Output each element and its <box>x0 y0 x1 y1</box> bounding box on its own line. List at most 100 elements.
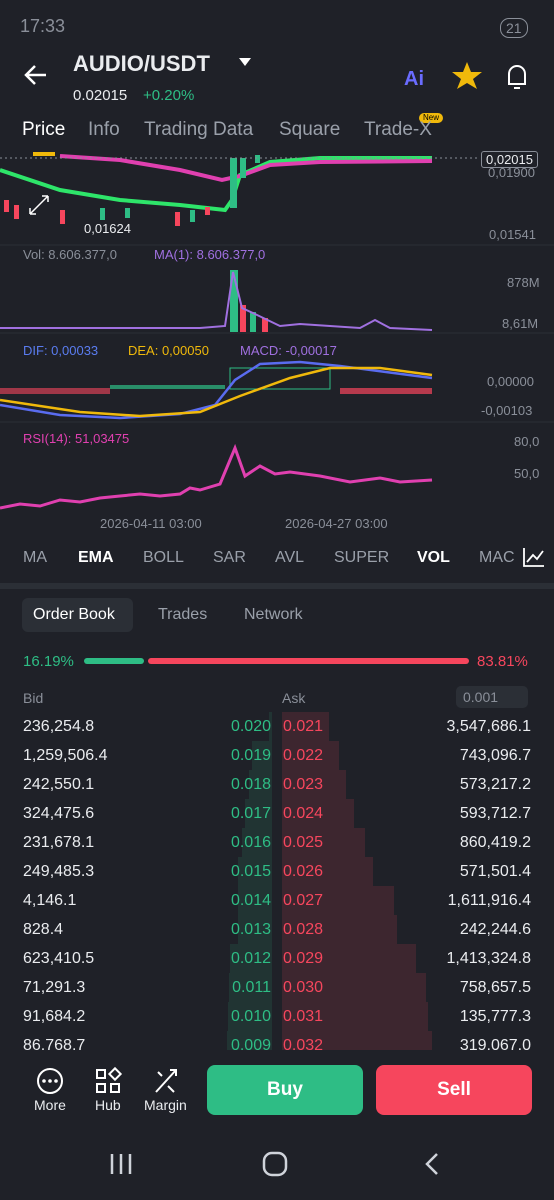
bid-price[interactable]: 0.014 <box>230 892 271 909</box>
more-label[interactable]: More <box>34 1097 66 1113</box>
tab[interactable]: Square <box>279 119 341 140</box>
chart-settings-icon[interactable] <box>523 548 544 567</box>
ask-amount[interactable]: 573,217.2 <box>459 776 531 793</box>
indicator-tab[interactable]: BOLL <box>143 549 184 566</box>
nav-back[interactable] <box>425 1153 438 1175</box>
ask-price[interactable]: 0.029 <box>283 950 324 967</box>
back-arrow[interactable] <box>24 65 46 85</box>
bid-depth <box>244 799 272 828</box>
margin-label[interactable]: Margin <box>144 1097 187 1113</box>
ask-price[interactable]: 0.023 <box>283 776 324 793</box>
bid-price[interactable]: 0.009 <box>230 1037 271 1051</box>
bid-price[interactable]: 0.020 <box>230 718 271 735</box>
ask-amount[interactable]: 593,712.7 <box>459 805 531 822</box>
last-price: 0.02015 <box>73 87 128 104</box>
ask-amount[interactable]: 758,657.5 <box>459 979 531 996</box>
indicator-tab[interactable]: AVL <box>275 549 305 566</box>
bid-price[interactable]: 0.010 <box>230 1008 271 1025</box>
nav-home[interactable] <box>262 1151 288 1177</box>
tab[interactable]: Price <box>22 119 66 140</box>
nav-recent[interactable] <box>110 1154 132 1174</box>
buy-button[interactable]: Buy <box>207 1065 363 1115</box>
pair-dropdown[interactable] <box>239 58 251 66</box>
bell-icon[interactable] <box>508 65 526 89</box>
ai-icon[interactable]: Ai <box>404 68 424 90</box>
dea-label: DEA: 0,00050 <box>128 343 209 358</box>
ask-price[interactable]: 0.028 <box>283 921 324 938</box>
ask-depth <box>282 741 339 770</box>
order-book-tab[interactable]: Order Book <box>33 606 115 623</box>
indicator-tab[interactable]: MACD <box>479 549 514 566</box>
bid-price[interactable]: 0.019 <box>230 747 271 764</box>
bid-price[interactable]: 0.011 <box>232 979 271 996</box>
bid-amount[interactable]: 4,146.1 <box>23 892 77 909</box>
indicator-tab[interactable]: SAR <box>213 549 246 566</box>
ask-amount[interactable]: 743,096.7 <box>459 747 531 764</box>
volume-chart <box>0 270 554 334</box>
bid-amount[interactable]: 91,684.2 <box>23 1008 86 1025</box>
bid-price[interactable]: 0.016 <box>230 834 271 851</box>
sell-button[interactable]: Sell <box>376 1065 532 1115</box>
ask-price[interactable]: 0.026 <box>283 863 324 880</box>
ask-price[interactable]: 0.024 <box>283 805 324 822</box>
order-book: 236,254.8 0.020 0.021 3,547,686.1 1,259,506.… <box>0 712 554 1050</box>
ratio-bid <box>84 658 145 664</box>
tab[interactable]: Trading Data <box>144 119 254 140</box>
hub-icon[interactable] <box>96 1066 123 1093</box>
indicator-tab[interactable]: VOL <box>417 549 450 566</box>
ask-amount[interactable]: 860,419.2 <box>459 834 531 851</box>
bid-amount[interactable]: 86,768.7 <box>23 1037 86 1051</box>
bid-amount[interactable]: 231,678.1 <box>23 834 95 851</box>
bid-ratio: 16.19% <box>23 653 74 670</box>
hub-label[interactable]: Hub <box>95 1097 121 1113</box>
nav-bar <box>110 1151 438 1177</box>
precision-dropdown[interactable]: 0.001 <box>456 686 529 708</box>
ask-price[interactable]: 0.022 <box>283 747 324 764</box>
bid-amount[interactable]: 828.4 <box>23 921 64 938</box>
current-price-label: 0,02015 <box>481 151 538 168</box>
indicator-tab[interactable]: EMA <box>78 549 114 566</box>
bid-price[interactable]: 0.017 <box>230 805 271 822</box>
price-change: +0.20% <box>143 87 195 104</box>
ask-price[interactable]: 0.021 <box>283 718 324 735</box>
bid-amount[interactable]: 71,291.3 <box>23 979 86 996</box>
bid-depth <box>228 1002 272 1031</box>
tab[interactable]: Info <box>88 119 120 140</box>
ask-price[interactable]: 0.027 <box>283 892 324 909</box>
bid-price[interactable]: 0.015 <box>230 863 271 880</box>
ask-price[interactable]: 0.025 <box>283 834 324 851</box>
bid-amount[interactable]: 242,550.1 <box>23 776 95 793</box>
bid-amount[interactable]: 623,410.5 <box>23 950 95 967</box>
ask-price[interactable]: 0.030 <box>283 979 324 996</box>
ask-depth <box>282 915 398 944</box>
ask-amount[interactable]: 135,777.3 <box>459 1008 531 1025</box>
ask-amount[interactable]: 242,244.6 <box>459 921 531 938</box>
bid-price[interactable]: 0.018 <box>230 776 271 793</box>
more-icon[interactable] <box>37 1068 63 1094</box>
indicator-tab[interactable]: MA <box>23 549 47 566</box>
tab[interactable]: Trade-X <box>364 119 432 140</box>
bid-amount[interactable]: 236,254.8 <box>23 718 95 735</box>
ask-price[interactable]: 0.032 <box>283 1037 324 1051</box>
bid-price[interactable]: 0.013 <box>230 921 271 938</box>
bid-price[interactable]: 0.012 <box>230 950 271 967</box>
ask-amount[interactable]: 319,067.0 <box>459 1037 531 1051</box>
indicator-tab[interactable]: SUPER <box>334 549 390 566</box>
ask-amount[interactable]: 571,501.4 <box>459 863 531 880</box>
ask-depth <box>282 1031 432 1050</box>
bid-amount[interactable]: 324,475.6 <box>23 805 95 822</box>
ask-amount[interactable]: 3,547,686.1 <box>446 718 531 735</box>
margin-icon[interactable] <box>155 1069 177 1093</box>
order-book-tab[interactable]: Trades <box>158 606 208 623</box>
order-book-tab[interactable]: Network <box>244 606 303 623</box>
bid-amount[interactable]: 1,259,506.4 <box>23 747 108 764</box>
ask-price[interactable]: 0.031 <box>283 1008 324 1025</box>
ratio-bar <box>84 658 469 664</box>
ask-amount[interactable]: 1,413,324.8 <box>446 950 531 967</box>
ask-amount[interactable]: 1,611,916.4 <box>447 892 531 909</box>
bid-amount[interactable]: 249,485.3 <box>23 863 95 880</box>
pair-title[interactable]: AUDIO/USDT <box>73 51 210 76</box>
expand-icon[interactable] <box>29 195 49 215</box>
star-icon[interactable] <box>452 62 482 89</box>
